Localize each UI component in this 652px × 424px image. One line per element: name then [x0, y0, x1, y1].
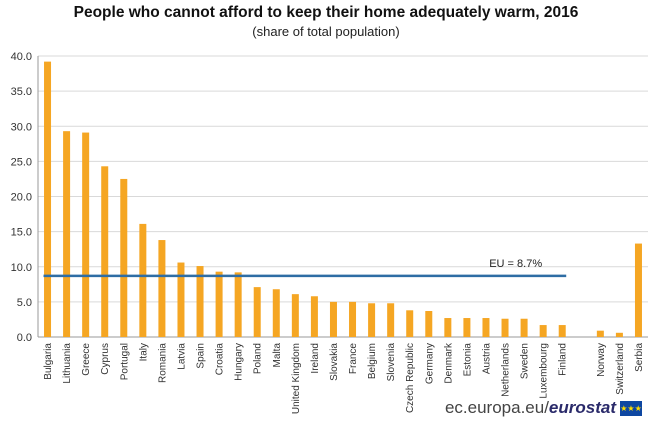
- x-tick-label: Germany: [424, 343, 435, 384]
- bar-malta: [272, 289, 280, 337]
- bar-serbia: [634, 243, 642, 337]
- x-tick-label: Austria: [481, 343, 492, 375]
- bar-czech-republic: [406, 310, 414, 337]
- x-tick-label: Slovakia: [329, 343, 340, 381]
- bar-finland: [558, 325, 566, 337]
- bar-germany: [425, 311, 433, 337]
- bar-norway: [596, 330, 604, 337]
- x-tick-label: Croatia: [215, 343, 226, 376]
- x-tick-label: Italy: [138, 343, 149, 361]
- footer-site: ec.europa.eu/: [444, 398, 549, 417]
- bar-greece: [82, 132, 90, 337]
- bar-lithuania: [63, 131, 71, 337]
- bar-denmark: [444, 318, 452, 337]
- bar-spain: [196, 266, 204, 337]
- bar-luxembourg: [539, 325, 547, 337]
- bar-slovenia: [387, 303, 395, 337]
- y-tick-label: 30.0: [11, 121, 32, 133]
- bar-hungary: [234, 272, 242, 337]
- x-tick-label: Malta: [272, 343, 283, 368]
- bar-switzerland: [615, 332, 623, 337]
- x-tick-label: Latvia: [176, 343, 187, 370]
- bar-portugal: [120, 178, 128, 337]
- x-tick-label: United Kingdom: [291, 343, 302, 414]
- eu-flag-icon: ★★★: [620, 400, 642, 416]
- bar-slovakia: [329, 301, 337, 337]
- eu-average-label: EU = 8.7%: [489, 258, 542, 270]
- x-tick-label: Czech Republic: [405, 343, 416, 413]
- x-tick-label: Netherlands: [501, 343, 512, 397]
- x-tick-label: Serbia: [634, 343, 645, 372]
- bar-belgium: [368, 303, 376, 337]
- bar-ireland: [310, 296, 318, 337]
- bar-italy: [139, 223, 147, 337]
- bar-france: [349, 301, 357, 337]
- bar-cyprus: [101, 166, 109, 337]
- x-tick-label: Estonia: [462, 343, 473, 377]
- y-tick-label: 35.0: [11, 86, 32, 98]
- bar-estonia: [463, 318, 471, 337]
- bar-austria: [482, 318, 490, 337]
- x-tick-label: Sweden: [520, 343, 531, 379]
- bar-united-kingdom: [291, 294, 299, 337]
- x-tick-label: Denmark: [443, 342, 454, 384]
- chart-title: People who cannot afford to keep their h…: [73, 4, 579, 21]
- x-tick-label: Lithuania: [62, 343, 73, 384]
- footer: ec.europa.eu/ eurostat ★★★: [445, 398, 642, 418]
- y-tick-label: 25.0: [11, 156, 32, 168]
- x-tick-label: Romania: [157, 343, 168, 383]
- y-tick-label: 0.0: [17, 332, 32, 344]
- y-tick-label: 20.0: [11, 192, 32, 204]
- x-tick-label: Portugal: [119, 343, 130, 380]
- y-tick-label: 15.0: [11, 227, 32, 239]
- y-tick-label: 10.0: [11, 262, 32, 274]
- x-tick-label: Greece: [81, 343, 92, 376]
- x-tick-label: Finland: [558, 343, 569, 376]
- x-tick-label: Norway: [596, 343, 607, 377]
- footer-brand: eurostat: [548, 398, 616, 417]
- x-tick-label: Switzerland: [615, 343, 626, 395]
- x-tick-label: Spain: [196, 343, 207, 369]
- x-tick-label: Poland: [253, 343, 264, 374]
- bar-latvia: [177, 262, 185, 337]
- y-tick-label: 40.0: [11, 51, 32, 63]
- x-tick-label: Hungary: [234, 343, 245, 381]
- chart-subtitle: (share of total population): [252, 24, 400, 39]
- x-tick-label: Bulgaria: [43, 343, 54, 380]
- x-tick-label: Luxembourg: [539, 343, 550, 399]
- x-tick-label: Cyprus: [100, 343, 111, 375]
- x-tick-label: Belgium: [367, 343, 378, 379]
- bar-romania: [158, 240, 166, 337]
- bar-croatia: [215, 271, 223, 337]
- x-tick-label: France: [348, 343, 359, 375]
- bar-netherlands: [501, 318, 509, 337]
- x-tick-label: Slovenia: [386, 343, 397, 382]
- bar-sweden: [520, 318, 528, 337]
- bar-poland: [253, 287, 261, 337]
- x-tick-label: Ireland: [310, 343, 321, 374]
- bar-bulgaria: [44, 61, 52, 338]
- y-tick-label: 5.0: [17, 297, 32, 309]
